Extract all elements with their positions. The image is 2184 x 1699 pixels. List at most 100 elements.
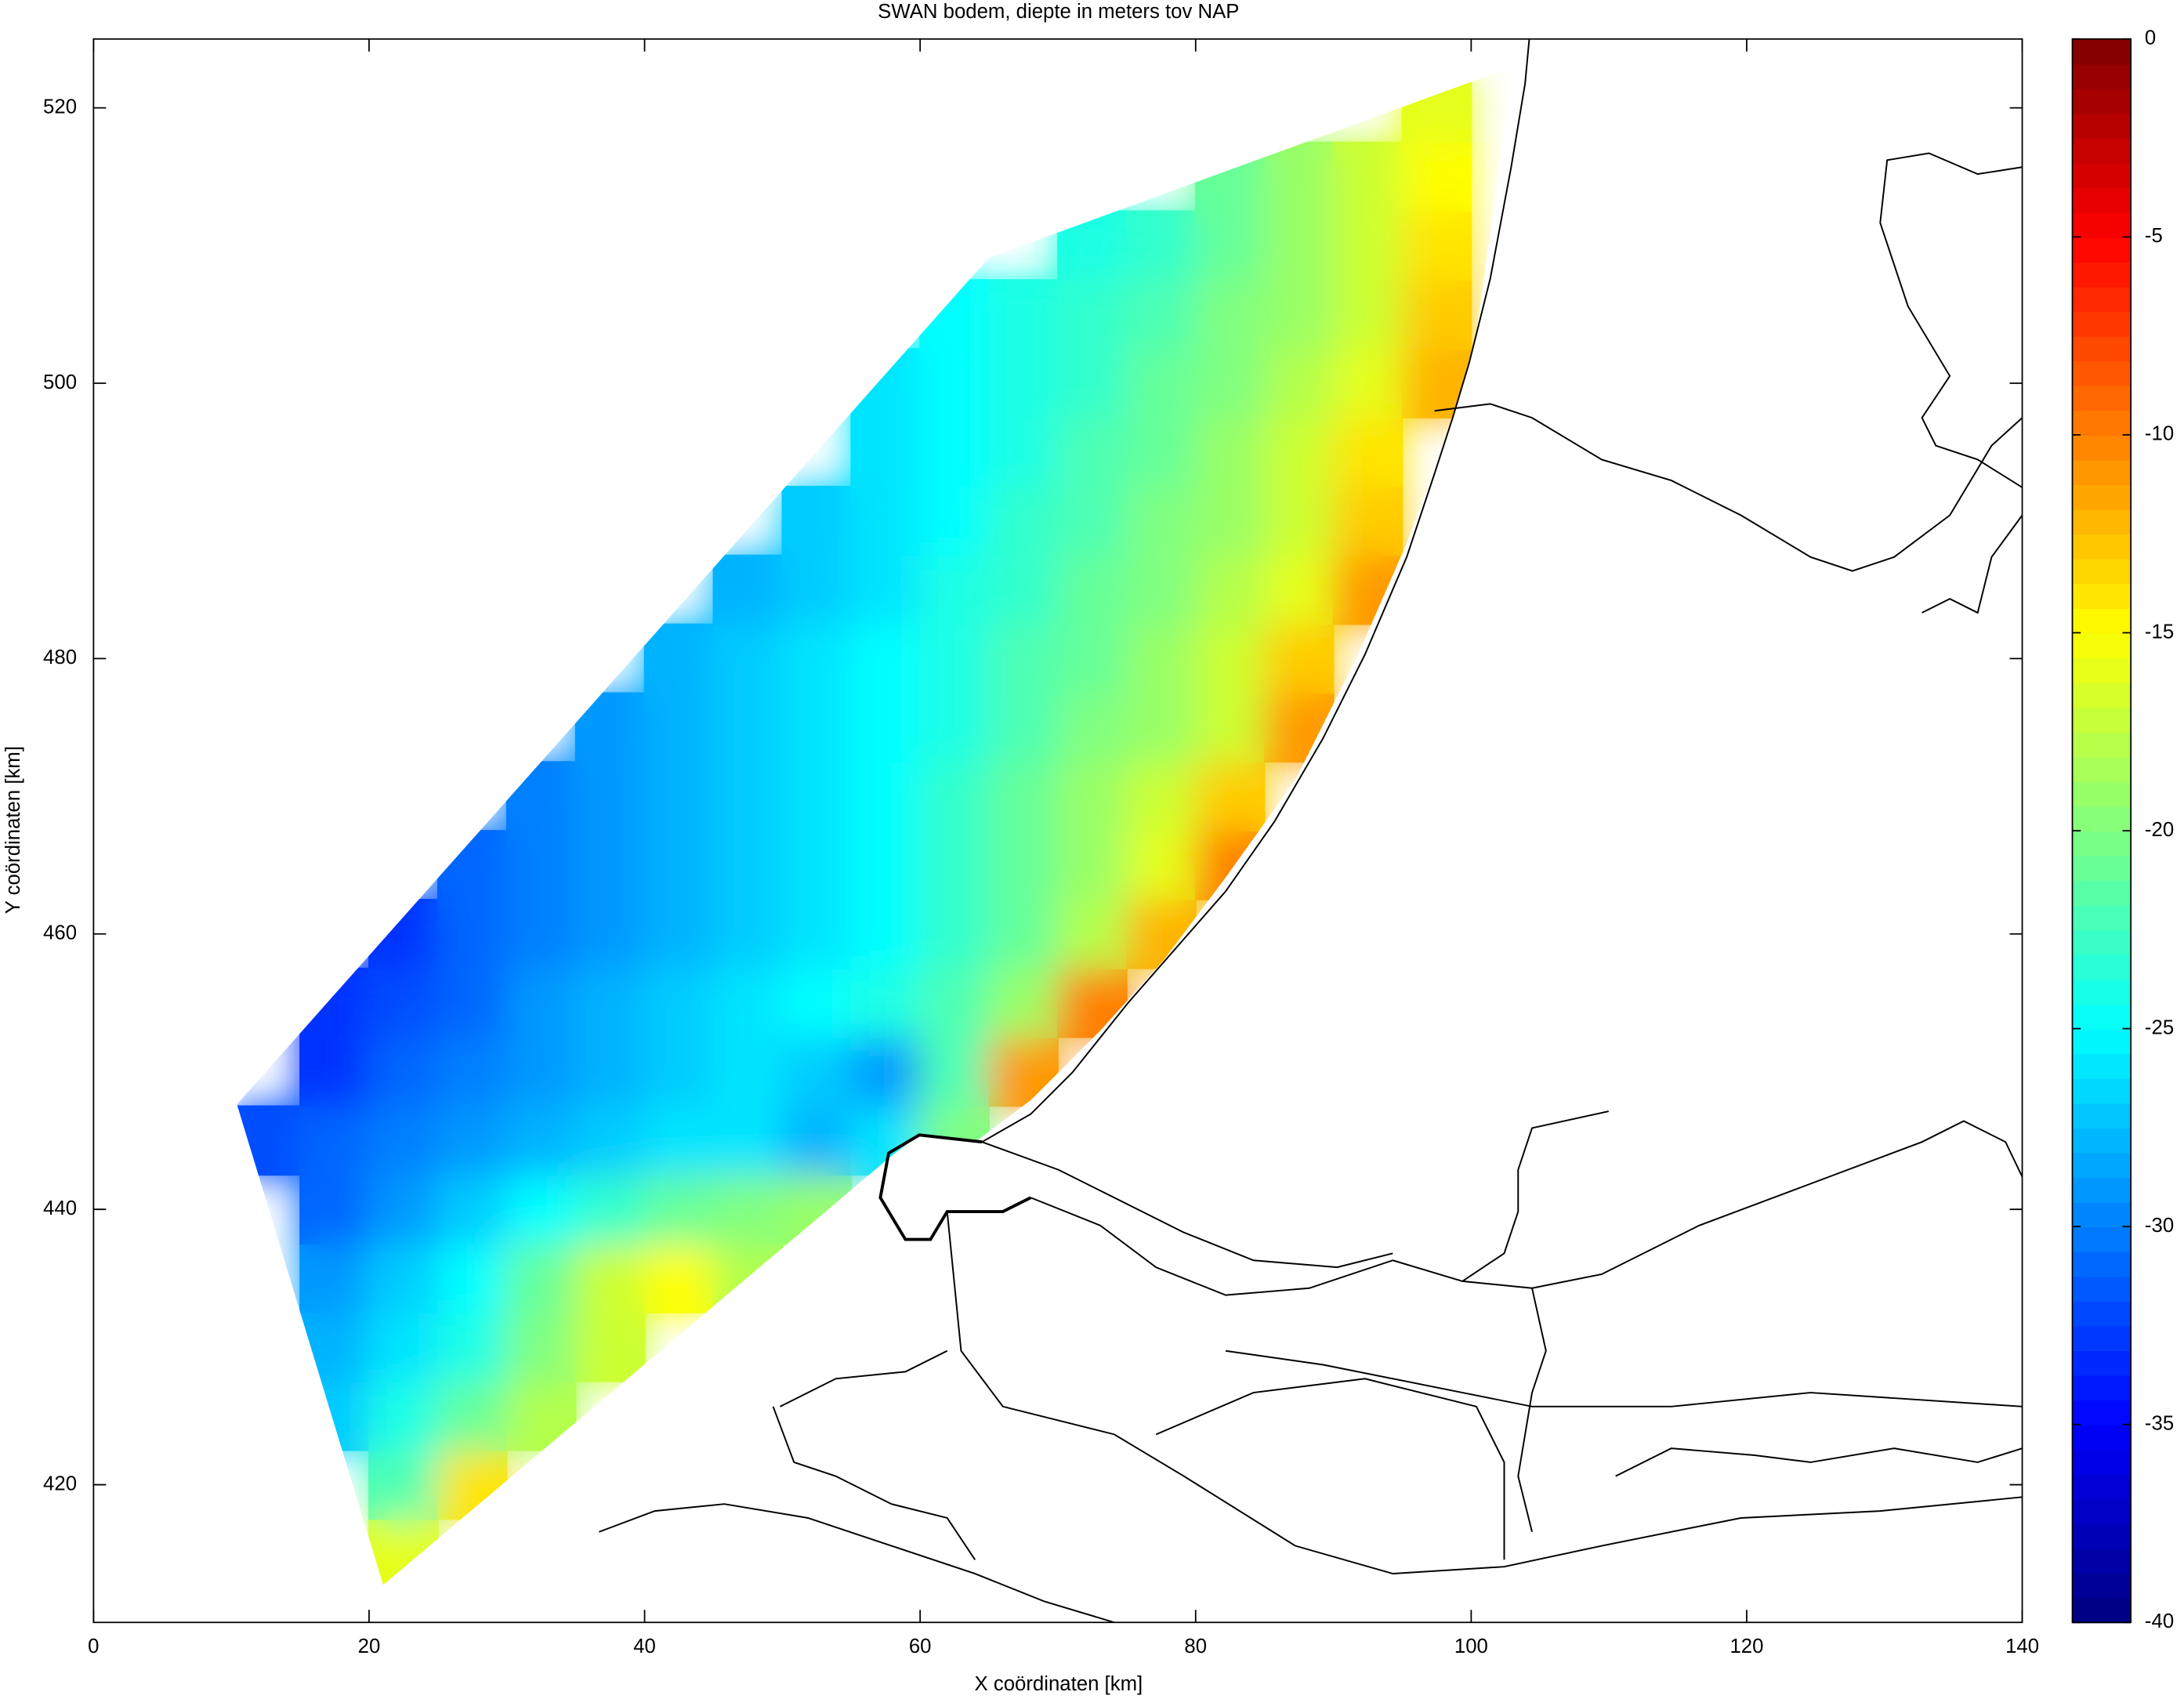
colorbar-band <box>2072 806 2131 832</box>
colorbar-band <box>2072 1400 2131 1425</box>
depth-cell-smooth <box>850 417 922 487</box>
colorbar-tick-label: -20 <box>2145 819 2174 841</box>
depth-cell-smooth <box>1194 279 1266 350</box>
depth-cell-smooth <box>1263 348 1335 418</box>
colorbar-band <box>2072 1597 2131 1624</box>
depth-cell-smooth <box>781 485 853 556</box>
depth-cell-smooth <box>1125 348 1197 418</box>
x-axis-label: X coördinaten [km] <box>974 1673 1143 1695</box>
depth-cell-smooth <box>781 692 853 763</box>
shore <box>780 1349 948 1407</box>
depth-cell-smooth <box>574 761 646 831</box>
depth-cell-smooth <box>712 1105 784 1176</box>
coast <box>981 38 1530 1143</box>
depth-cell-smooth <box>1263 210 1335 281</box>
depth-cell-smooth <box>643 1174 715 1244</box>
shore <box>1155 1378 1505 1560</box>
colorbar-band <box>2072 1449 2131 1475</box>
colorbar-band <box>2072 360 2131 386</box>
colorbar-band <box>2072 558 2131 585</box>
depth-cell-smooth <box>781 967 853 1038</box>
depth-cell-smooth <box>368 1449 439 1520</box>
depth-cell-smooth <box>368 1243 439 1313</box>
depth-cell-smooth <box>988 692 1059 763</box>
depth-cell-smooth <box>505 967 577 1038</box>
depth-cell-smooth <box>436 1036 508 1107</box>
y-axis-label: Y coördinaten [km] <box>2 746 24 914</box>
shore <box>599 1503 1115 1623</box>
depth-cell-smooth <box>643 761 715 831</box>
depth-cell-smooth <box>299 1105 370 1176</box>
y-tick-label: 420 <box>43 1473 77 1494</box>
river <box>981 1141 1393 1269</box>
depth-cell-smooth <box>781 623 853 694</box>
depth-cell-smooth <box>299 1174 370 1244</box>
depth-cell-smooth <box>1057 761 1128 831</box>
colorbar-band <box>2072 756 2131 782</box>
depth-cell-smooth <box>712 692 784 763</box>
depth-cell-smooth <box>436 967 508 1038</box>
depth-cell-smooth <box>1057 348 1128 418</box>
colorbar-band <box>2072 311 2131 337</box>
colorbar-band <box>2072 138 2131 164</box>
depth-cell-smooth <box>436 1174 508 1244</box>
chart-title: SWAN bodem, diepte in meters tov NAP <box>878 1 1239 23</box>
colorbar-band <box>2072 979 2131 1005</box>
depth-cell-smooth <box>988 348 1059 418</box>
depth-cell-smooth <box>505 898 577 969</box>
depth-cell-smooth <box>1332 485 1403 556</box>
depth-cell-smooth <box>712 1036 784 1107</box>
y-tick-label: 480 <box>43 647 77 668</box>
depth-cell-smooth <box>1263 623 1335 694</box>
colorbar-band <box>2072 1004 2131 1030</box>
depth-cell-smooth <box>574 967 646 1038</box>
harbour <box>878 1133 1032 1241</box>
colorbar-band <box>2072 459 2131 486</box>
depth-cell-smooth <box>505 1105 577 1176</box>
colorbar-band <box>2072 162 2131 189</box>
depth-cell-smooth <box>436 1105 508 1176</box>
y-tick-label: 460 <box>43 922 77 944</box>
colorbar-band <box>2072 607 2131 634</box>
depth-cell-smooth <box>781 761 853 831</box>
depth-cell-smooth <box>574 1174 646 1244</box>
depth-cell-smooth <box>1057 692 1128 763</box>
depth-cell-smooth <box>1057 279 1128 350</box>
depth-cell-smooth <box>1194 210 1266 281</box>
depth-cell-smooth <box>505 830 577 900</box>
depth-cell-smooth <box>919 967 990 1038</box>
colorbar-band <box>2072 831 2131 857</box>
depth-cell-smooth <box>574 898 646 969</box>
colorbar-band <box>2072 38 2131 65</box>
depth-cell-smooth <box>643 1105 715 1176</box>
depth-cell-smooth <box>574 1036 646 1107</box>
colorbar-band <box>2072 237 2131 263</box>
depth-cell-smooth <box>1332 210 1403 281</box>
colorbar-band <box>2072 1349 2131 1376</box>
depth-cell-smooth <box>1125 210 1197 281</box>
colorbar-band <box>2072 1424 2131 1451</box>
depth-cell-smooth <box>368 967 439 1038</box>
x-tick-label: 40 <box>633 1636 656 1657</box>
depth-cell-smooth <box>850 761 922 831</box>
colorbar-band <box>2072 88 2131 114</box>
depth-cell-smooth <box>574 1243 646 1313</box>
colorbar-band <box>2072 1548 2131 1574</box>
river <box>1461 1110 1609 1282</box>
depth-cell-smooth <box>1332 348 1403 418</box>
depth-cell-smooth <box>712 554 784 625</box>
depth-cell-smooth <box>643 692 715 763</box>
depth-cell-smooth <box>919 830 990 900</box>
depth-cell-smooth <box>1263 485 1335 556</box>
depth-cell-smooth <box>643 1036 715 1107</box>
depth-cell-smooth <box>850 1036 922 1107</box>
depth-cell-smooth <box>781 1036 853 1107</box>
shore <box>946 1211 2023 1575</box>
depth-cell-smooth <box>1263 417 1335 487</box>
colorbar-tick-label: -35 <box>2145 1413 2174 1435</box>
colorbar-band <box>2072 1375 2131 1401</box>
colorbar-tick-label: -5 <box>2145 225 2163 247</box>
depth-cell-smooth <box>712 898 784 969</box>
depth-cell-smooth <box>712 761 784 831</box>
depth-cell-smooth <box>1401 279 1472 350</box>
